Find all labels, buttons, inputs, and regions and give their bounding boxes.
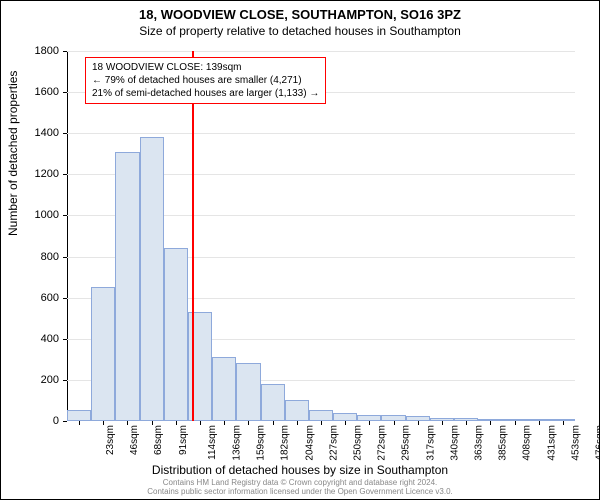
grid-line — [67, 51, 575, 52]
y-tick-label: 0 — [53, 415, 59, 427]
x-tick-label: 159sqm — [256, 425, 267, 461]
x-tick-label: 385sqm — [498, 425, 509, 461]
histogram-bar — [164, 248, 188, 421]
x-tick-label: 114sqm — [207, 425, 218, 460]
x-tick-label: 68sqm — [153, 425, 164, 455]
y-tick-label: 1800 — [35, 45, 59, 57]
x-tick — [369, 421, 370, 425]
y-tick-label: 1000 — [35, 209, 59, 221]
x-tick — [515, 421, 516, 425]
plot-area: 23sqm46sqm68sqm91sqm114sqm136sqm159sqm18… — [67, 51, 575, 421]
y-tick — [63, 298, 67, 299]
y-tick — [63, 92, 67, 93]
y-tick — [63, 257, 67, 258]
x-tick-label: 317sqm — [425, 425, 436, 461]
y-tick — [63, 215, 67, 216]
x-tick — [418, 421, 419, 425]
y-tick-label: 1200 — [35, 168, 59, 180]
y-tick — [63, 339, 67, 340]
y-tick — [63, 51, 67, 52]
histogram-bar — [140, 137, 164, 421]
annotation-box: 18 WOODVIEW CLOSE: 139sqm← 79% of detach… — [85, 57, 326, 104]
x-tick — [539, 421, 540, 425]
histogram-bar — [91, 287, 115, 421]
x-axis-label: Distribution of detached houses by size … — [1, 463, 599, 477]
histogram-bar — [261, 384, 285, 421]
histogram-bar — [333, 413, 357, 421]
y-tick-label: 600 — [41, 292, 59, 304]
y-tick — [63, 174, 67, 175]
chart-subtitle: Size of property relative to detached ho… — [1, 24, 599, 38]
x-tick — [273, 421, 274, 425]
x-tick-label: 363sqm — [474, 425, 485, 461]
histogram-bar — [212, 357, 236, 421]
x-tick — [79, 421, 80, 425]
x-tick — [394, 421, 395, 425]
histogram-bar — [115, 152, 139, 421]
x-tick-label: 340sqm — [449, 425, 460, 461]
x-tick-label: 476sqm — [594, 425, 600, 461]
footer-line-1: Contains HM Land Registry data © Crown c… — [163, 478, 438, 487]
x-tick — [442, 421, 443, 425]
marker-line — [192, 51, 194, 421]
annotation-line: 21% of semi-detached houses are larger (… — [92, 87, 319, 100]
x-tick — [200, 421, 201, 425]
x-tick-label: 431sqm — [546, 425, 557, 461]
x-tick-label: 250sqm — [353, 425, 364, 461]
footer-line-2: Contains public sector information licen… — [147, 487, 453, 496]
annotation-line: ← 79% of detached houses are smaller (4,… — [92, 74, 319, 87]
x-tick — [345, 421, 346, 425]
x-tick — [563, 421, 564, 425]
chart-container: { "chart": { "type": "histogram", "title… — [0, 0, 600, 500]
footer-text: Contains HM Land Registry data © Crown c… — [1, 479, 599, 497]
x-tick-label: 453sqm — [570, 425, 581, 461]
x-tick — [297, 421, 298, 425]
chart-title: 18, WOODVIEW CLOSE, SOUTHAMPTON, SO16 3P… — [1, 7, 599, 22]
annotation-line: 18 WOODVIEW CLOSE: 139sqm — [92, 61, 319, 74]
x-tick — [224, 421, 225, 425]
y-tick-label: 200 — [41, 374, 59, 386]
x-tick-label: 272sqm — [377, 425, 388, 461]
y-tick-label: 1600 — [35, 86, 59, 98]
x-tick — [321, 421, 322, 425]
x-tick-label: 91sqm — [178, 425, 189, 455]
x-tick — [127, 421, 128, 425]
y-tick-label: 800 — [41, 251, 59, 263]
x-tick — [103, 421, 104, 425]
y-axis-label: Number of detached properties — [6, 71, 20, 236]
y-tick — [63, 380, 67, 381]
x-tick-label: 46sqm — [129, 425, 140, 455]
x-tick-label: 295sqm — [401, 425, 412, 461]
y-tick-label: 1400 — [35, 127, 59, 139]
x-tick — [152, 421, 153, 425]
x-tick-label: 182sqm — [280, 425, 291, 461]
x-tick — [466, 421, 467, 425]
x-tick-label: 204sqm — [304, 425, 315, 461]
x-tick-label: 23sqm — [105, 425, 116, 455]
x-tick — [490, 421, 491, 425]
x-tick — [248, 421, 249, 425]
y-tick — [63, 133, 67, 134]
y-tick — [63, 421, 67, 422]
x-tick — [176, 421, 177, 425]
grid-line — [67, 133, 575, 134]
x-tick-label: 136sqm — [232, 425, 243, 461]
histogram-bar — [309, 410, 333, 421]
histogram-bar — [236, 363, 260, 421]
histogram-bar — [285, 400, 309, 421]
y-axis-line — [67, 51, 68, 421]
x-tick-label: 227sqm — [328, 425, 339, 461]
x-tick-label: 408sqm — [522, 425, 533, 461]
histogram-bar — [67, 410, 91, 421]
y-tick-label: 400 — [41, 333, 59, 345]
